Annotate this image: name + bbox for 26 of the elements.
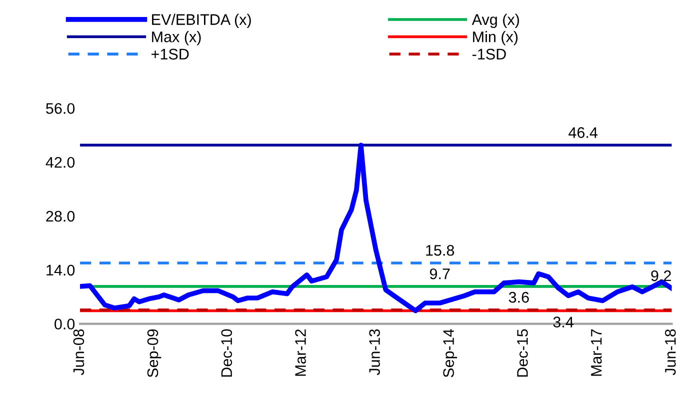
annotation: 46.4 — [568, 127, 598, 138]
x-tick-label: Jun-18 — [664, 329, 676, 376]
legend-label: -1SD — [472, 48, 506, 60]
x-tick-label: Mar-17 — [591, 329, 602, 376]
legend-label: Max (x) — [152, 31, 201, 46]
x-tick-label: Sep-09 — [147, 329, 162, 378]
y-tick-label: 14.0 — [46, 264, 75, 276]
annotation: 9.2 — [651, 270, 671, 282]
y-tick-label: 56.0 — [46, 103, 75, 114]
y-tick-label: 42.0 — [46, 156, 75, 168]
legend-label: Avg (x) — [472, 14, 519, 28]
x-tick-label: Dec-15 — [517, 329, 528, 377]
y-tick-label: 0.0 — [54, 318, 75, 330]
x-tick-label: Sep-14 — [443, 329, 458, 378]
x-tick-label: Jun-08 — [73, 329, 84, 376]
legend-label: +1SD — [152, 48, 189, 60]
x-tick-label: Dec-10 — [221, 329, 232, 377]
annotation: 3.4 — [553, 316, 574, 328]
x-tick-label: Mar-12 — [295, 329, 306, 376]
annotation: 3.6 — [508, 292, 529, 303]
legend-label: Min (x) — [473, 31, 518, 46]
y-tick-label: 28.0 — [46, 210, 75, 222]
annotation: 15.8 — [426, 244, 454, 256]
annotation: 9.7 — [430, 268, 450, 280]
legend-label: EV/EBITDA (x) — [152, 14, 251, 28]
x-tick-label: Jun-13 — [369, 329, 380, 376]
